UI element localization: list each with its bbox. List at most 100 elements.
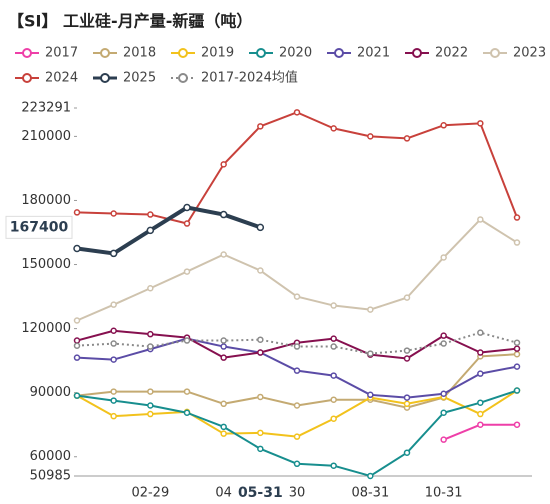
point xyxy=(477,329,484,336)
point xyxy=(257,123,264,130)
legend-label: 2017 xyxy=(45,46,78,61)
point xyxy=(513,363,521,370)
point xyxy=(110,397,117,404)
legend-marker xyxy=(334,48,344,58)
point xyxy=(513,239,521,246)
point xyxy=(477,120,484,127)
point xyxy=(440,254,447,261)
point xyxy=(147,330,154,338)
point xyxy=(513,421,521,428)
point xyxy=(330,396,337,403)
point xyxy=(440,436,447,443)
point xyxy=(293,402,301,409)
legend-label: 2022 xyxy=(435,46,468,61)
legend-marker xyxy=(22,48,32,58)
point xyxy=(330,415,337,422)
point xyxy=(403,135,411,142)
point xyxy=(293,433,301,440)
legend-label: 2024 xyxy=(45,71,78,86)
point xyxy=(330,335,337,342)
point xyxy=(256,223,265,232)
point xyxy=(477,370,484,377)
legend-label: 2017-2024均值 xyxy=(201,70,298,86)
point xyxy=(330,462,337,469)
point xyxy=(147,402,154,409)
point xyxy=(219,210,228,219)
point xyxy=(110,210,117,217)
point xyxy=(403,449,411,456)
point xyxy=(110,412,117,420)
point xyxy=(73,337,81,344)
legend-marker xyxy=(22,73,32,83)
point xyxy=(220,337,227,344)
legend-label: 2025 xyxy=(123,71,156,86)
point xyxy=(330,302,337,309)
point xyxy=(513,339,521,346)
point xyxy=(367,350,374,357)
point xyxy=(147,343,154,350)
point xyxy=(109,249,118,258)
x-tick-label: 08-31 xyxy=(351,486,389,501)
y-tick-label: 90000 xyxy=(30,385,71,400)
point xyxy=(403,294,411,301)
point xyxy=(147,410,154,418)
point xyxy=(513,214,521,221)
y-tick-label: 223291 xyxy=(21,101,71,116)
point xyxy=(403,355,411,362)
x-tick-label: 04 xyxy=(215,486,232,501)
point xyxy=(220,430,227,437)
y-tick-label: 60000 xyxy=(30,449,71,464)
point xyxy=(440,122,447,129)
legend-marker xyxy=(100,73,110,83)
point xyxy=(220,161,227,168)
legend-marker xyxy=(100,48,110,58)
point xyxy=(330,343,337,350)
point xyxy=(293,343,301,350)
point xyxy=(110,340,117,347)
series-line xyxy=(76,205,261,256)
y-tick-label: 210000 xyxy=(21,129,71,144)
crosshair-box xyxy=(5,215,73,239)
point xyxy=(477,399,484,406)
point xyxy=(330,125,337,132)
point xyxy=(440,332,447,339)
point xyxy=(293,460,301,468)
point xyxy=(73,209,81,216)
point xyxy=(220,251,227,258)
point xyxy=(403,400,411,408)
legend-marker xyxy=(256,48,266,58)
point xyxy=(183,337,191,344)
point xyxy=(367,472,374,480)
legend-label: 2018 xyxy=(123,46,156,61)
point xyxy=(367,133,374,140)
point xyxy=(367,306,374,313)
point xyxy=(440,390,447,397)
x-tick-label: 30 xyxy=(289,486,306,501)
point xyxy=(147,211,154,218)
point xyxy=(183,268,191,275)
series-line xyxy=(76,111,518,225)
point xyxy=(257,445,264,453)
x-tick-label: 02-29 xyxy=(131,486,169,501)
point xyxy=(367,391,374,399)
point xyxy=(257,336,264,343)
point xyxy=(73,354,81,361)
point xyxy=(293,109,301,116)
legend-label: 2021 xyxy=(357,46,390,61)
point xyxy=(183,220,191,227)
point xyxy=(513,387,521,394)
point xyxy=(257,349,264,356)
point xyxy=(220,354,227,361)
point xyxy=(220,343,227,350)
legend-label: 2020 xyxy=(279,46,312,61)
point xyxy=(403,394,411,401)
point xyxy=(257,429,264,437)
point xyxy=(73,392,81,399)
point xyxy=(440,409,447,417)
point xyxy=(183,203,191,212)
point xyxy=(513,345,521,352)
y-tick-label: 50985 xyxy=(30,469,71,484)
x-tick-label: 05-31 xyxy=(238,485,283,501)
point xyxy=(183,388,191,395)
